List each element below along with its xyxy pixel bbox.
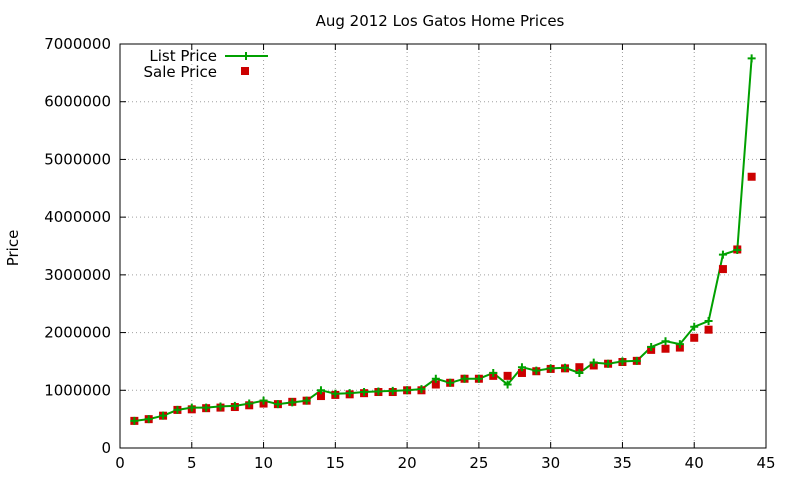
legend-marker-sale-price <box>241 67 249 75</box>
list-price-point <box>446 378 455 387</box>
x-tick-label: 0 <box>115 454 125 472</box>
list-price-point <box>575 368 584 377</box>
list-price-point <box>733 246 742 255</box>
y-tick-label: 5000000 <box>44 150 111 168</box>
x-tick-label: 35 <box>613 454 632 472</box>
list-price-point <box>474 374 483 383</box>
plot-frame <box>119 43 767 449</box>
list-price-point <box>259 396 268 405</box>
list-price-point <box>503 380 512 389</box>
grid-lines <box>120 44 766 448</box>
list-price-point <box>173 405 182 414</box>
x-tick-label: 5 <box>187 454 197 472</box>
x-tick-label: 20 <box>398 454 417 472</box>
list-price-point <box>130 416 139 425</box>
list-price-point <box>202 403 211 412</box>
list-price-point <box>187 403 196 412</box>
y-tick-label: 2000000 <box>44 324 111 342</box>
y-axis-label: Price <box>4 230 22 267</box>
list-price-point <box>230 401 239 410</box>
list-price-point <box>718 250 727 259</box>
x-tick-label: 40 <box>685 454 704 472</box>
list-price-point <box>632 356 641 365</box>
x-tick-label: 10 <box>254 454 273 472</box>
list-price-point <box>345 389 354 398</box>
chart-title: Aug 2012 Los Gatos Home Prices <box>316 12 565 30</box>
sale-price-point <box>517 368 526 377</box>
list-price-point <box>532 366 541 375</box>
list-price-point <box>460 374 469 383</box>
list-price-point <box>489 368 498 377</box>
list-price-point <box>618 357 627 366</box>
sale-price-point <box>718 265 727 274</box>
list-price-point <box>661 337 670 346</box>
list-price-point <box>517 363 526 372</box>
y-tick-label: 7000000 <box>44 35 111 53</box>
list-price-point <box>604 359 613 368</box>
series-layer <box>130 54 756 425</box>
list-price-point <box>159 411 168 420</box>
list-price-point <box>690 322 699 331</box>
sale-price-point <box>661 344 670 353</box>
x-tick-label: 25 <box>469 454 488 472</box>
list-price-point <box>647 343 656 351</box>
list-price-point <box>360 388 369 397</box>
sale-price-point <box>316 392 325 401</box>
legend-label-list-price: List Price <box>149 47 217 65</box>
list-price-point <box>561 363 570 372</box>
list-price-point <box>374 387 383 396</box>
sale-price-point <box>704 325 713 334</box>
axis-ticks: 0 5 10 15 20 25 30 35 40 45 0 1000000 2000000 3000000… <box>44 35 775 472</box>
y-tick-label: 4000000 <box>44 208 111 226</box>
sale-price-point <box>503 371 512 380</box>
sale-price-point <box>575 363 584 372</box>
list-price-point <box>245 399 254 408</box>
x-tick-label: 15 <box>326 454 345 472</box>
list-price-point <box>302 396 311 405</box>
list-price-point <box>388 386 397 395</box>
list-price-point <box>431 374 440 383</box>
x-tick-label: 30 <box>541 454 560 472</box>
y-tick-label: 3000000 <box>44 266 111 284</box>
x-tick-label: 45 <box>756 454 775 472</box>
y-tick-label: 0 <box>101 439 111 457</box>
legend-marker-list-price <box>242 52 250 60</box>
list-price-point <box>403 386 412 395</box>
sale-price-point <box>431 380 440 389</box>
list-price-point <box>288 398 297 407</box>
list-price-line <box>134 58 753 422</box>
list-price-point <box>589 358 598 367</box>
list-price-point <box>417 385 426 394</box>
list-price-point <box>546 364 555 373</box>
sale-price-point <box>747 172 756 181</box>
list-price-point <box>747 54 756 63</box>
list-price-point <box>331 389 340 398</box>
list-price-point <box>144 415 153 424</box>
sale-price-point <box>690 333 699 342</box>
y-tick-label: 6000000 <box>44 93 111 111</box>
list-price-point <box>675 340 684 349</box>
list-price-point <box>273 400 282 409</box>
list-price-point <box>704 317 713 326</box>
list-price-point <box>316 386 325 395</box>
y-tick-label: 1000000 <box>44 381 111 399</box>
legend-label-sale-price: Sale Price <box>144 63 217 81</box>
list-price-point <box>216 402 225 411</box>
